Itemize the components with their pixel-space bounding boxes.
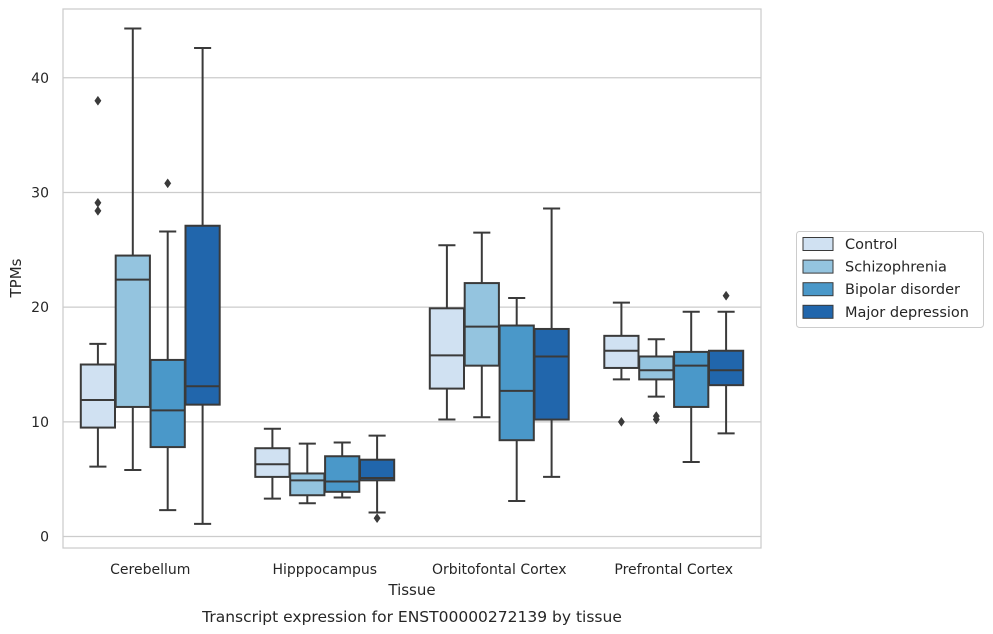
legend-swatch-major-depression — [802, 304, 834, 319]
box-orbitofontal-cortex-major-depression — [533, 207, 570, 478]
y-tick-label-20: 20 — [31, 300, 49, 316]
box-body — [673, 350, 710, 408]
x-axis-ticks: Cerebellum Hipppocampus Orbitofontal Corte… — [110, 562, 733, 578]
box-cerebellum-bipolar-disorder — [149, 178, 186, 512]
box-body — [149, 358, 186, 449]
box-cerebellum-schizophrenia — [114, 27, 151, 472]
box-body — [638, 355, 675, 381]
box-body — [358, 458, 396, 482]
y-axis-label: TPMs — [7, 258, 25, 298]
legend-swatch-control — [802, 237, 834, 251]
y-tick-label-0: 0 — [40, 530, 49, 546]
box-body — [603, 334, 640, 369]
box-orbitofontal-cortex-control — [428, 244, 466, 421]
y-axis-ticks: 0 10 20 30 40 — [31, 71, 49, 546]
box-orbitofontal-cortex-schizophrenia — [463, 231, 500, 419]
box-cerebellum-major-depression — [184, 46, 221, 525]
chart-caption: Transcript expression for ENST0000027213… — [201, 608, 622, 626]
box-body — [289, 472, 326, 497]
legend-swatch-schizophrenia — [802, 259, 834, 274]
legend-label-schizophrenia: Schizophrenia — [845, 260, 947, 276]
legend-swatch-bipolar-disorder — [802, 282, 834, 297]
legend: Control Schizophrenia Bipolar disorder Majo… — [796, 231, 984, 328]
x-tick-label-prefrontal-cortex: Prefrontal Cortex — [614, 562, 733, 578]
legend-frame — [796, 231, 984, 328]
x-axis-label: Tissue — [387, 581, 435, 599]
box-body — [184, 224, 221, 406]
box-orbitofontal-cortex-bipolar-disorder — [498, 296, 535, 502]
x-tick-label-orbitofontal-cortex: Orbitofontal Cortex — [432, 562, 567, 578]
box-body — [79, 363, 117, 429]
outlier-point — [617, 416, 625, 427]
box-body — [707, 349, 745, 387]
box-body — [324, 455, 361, 493]
box-prefrontal-cortex-bipolar-disorder — [673, 310, 710, 463]
box-plots — [79, 27, 745, 525]
box-body — [463, 282, 500, 367]
box-prefrontal-cortex-major-depression — [707, 290, 745, 435]
legend-label-major-depression: Major depression — [845, 305, 969, 321]
box-body — [254, 447, 291, 478]
box-hipppocampus-control — [254, 427, 291, 500]
plot-area-border — [62, 8, 762, 549]
y-tick-label-30: 30 — [31, 185, 49, 201]
outlier-point — [652, 411, 660, 422]
y-tick-label-10: 10 — [31, 415, 49, 431]
y-tick-label-40: 40 — [31, 71, 49, 87]
outlier-point — [94, 205, 102, 216]
x-tick-label-cerebellum: Cerebellum — [110, 562, 190, 578]
outlier-point — [722, 290, 730, 301]
outlier-point — [164, 178, 172, 189]
legend-label-bipolar-disorder: Bipolar disorder — [845, 282, 960, 298]
outlier-point — [373, 513, 381, 524]
outlier-point — [94, 197, 102, 208]
box-body — [428, 307, 466, 390]
box-prefrontal-cortex-control — [603, 301, 640, 427]
box-body — [533, 327, 570, 421]
box-prefrontal-cortex-schizophrenia — [638, 338, 675, 425]
box-body — [498, 324, 535, 442]
outlier-point — [94, 95, 102, 106]
legend-label-control: Control — [845, 237, 897, 253]
x-tick-label-hipppocampus: Hipppocampus — [272, 562, 377, 578]
box-hipppocampus-major-depression — [358, 434, 396, 524]
box-hipppocampus-bipolar-disorder — [324, 441, 361, 499]
box-body — [114, 254, 151, 408]
